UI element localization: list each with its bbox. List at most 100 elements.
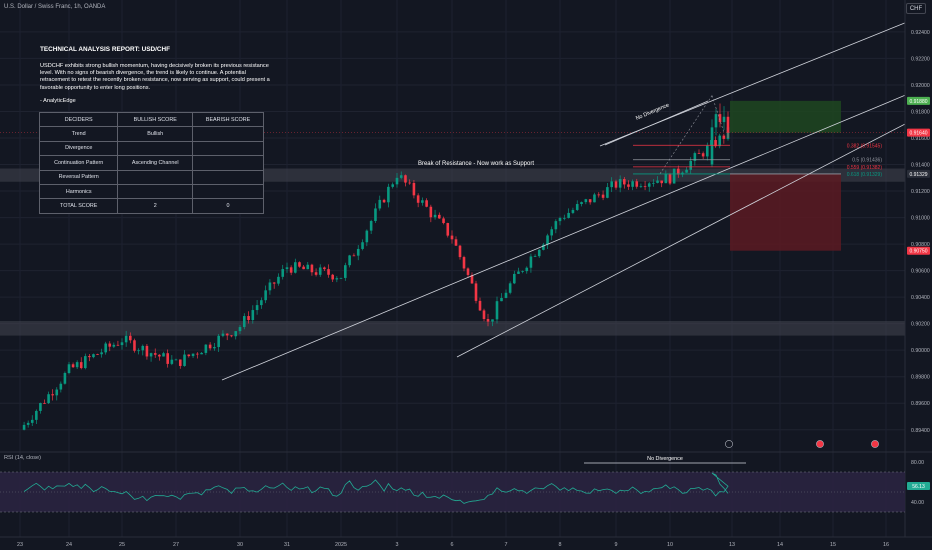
candle-body bbox=[264, 290, 267, 301]
candle-body bbox=[238, 327, 242, 332]
candle-body bbox=[412, 182, 416, 196]
currency-selector[interactable]: CHF bbox=[906, 3, 926, 14]
price-tag-label: 0.91880 bbox=[909, 99, 927, 105]
candle-body bbox=[610, 181, 613, 188]
candle-body bbox=[710, 127, 714, 165]
candle-body bbox=[112, 344, 116, 347]
price-tick-label: 0.90400 bbox=[911, 295, 930, 301]
fib-level-label: 0.618 (0.91329) bbox=[847, 172, 883, 178]
report-author: - AnalyticEdge bbox=[40, 97, 76, 104]
candle-body bbox=[482, 310, 486, 319]
table-cell bbox=[117, 140, 194, 157]
candle-body bbox=[260, 300, 263, 306]
price-tick-label: 0.91200 bbox=[911, 189, 930, 195]
table-header-cell: BULLISH SCORE bbox=[117, 111, 194, 128]
candle-body bbox=[631, 181, 634, 187]
candle-body bbox=[116, 344, 120, 346]
time-tick-label: 27 bbox=[173, 542, 179, 548]
table-cell: Continuation Pattern bbox=[38, 155, 119, 171]
candle-body bbox=[71, 364, 75, 368]
candle-body bbox=[546, 235, 549, 245]
candle-body bbox=[268, 282, 272, 291]
price-tick-label: 0.89800 bbox=[911, 375, 930, 381]
price-tick-label: 0.92200 bbox=[911, 56, 930, 62]
candle-body bbox=[652, 182, 655, 184]
candle-body bbox=[178, 359, 182, 366]
price-tag bbox=[907, 128, 930, 137]
table-cell bbox=[117, 169, 194, 185]
table-cell bbox=[117, 183, 194, 200]
candle-body bbox=[575, 204, 579, 210]
candle-body bbox=[525, 267, 529, 272]
candle-body bbox=[601, 194, 605, 198]
price-tag-label: 0.91329 bbox=[909, 172, 927, 178]
table-cell: Reversal Pattern bbox=[38, 169, 119, 185]
event-icon bbox=[871, 440, 879, 448]
candle-body bbox=[425, 200, 428, 207]
candle-body bbox=[647, 183, 651, 187]
time-tick-label: 15 bbox=[830, 542, 836, 548]
candle-body bbox=[513, 273, 516, 284]
candle-body bbox=[196, 353, 199, 355]
candle-body bbox=[689, 160, 693, 170]
table-header-row: DECIDERS BULLISH SCORE BEARISH SCORE bbox=[38, 111, 264, 128]
candle-body bbox=[606, 187, 609, 198]
candle-body bbox=[462, 257, 466, 269]
candle-body bbox=[697, 153, 701, 154]
candle-body bbox=[571, 209, 575, 213]
report-title: TECHNICAL ANALYSIS REPORT: USD/CHF bbox=[40, 46, 171, 53]
time-tick-label: 25 bbox=[119, 542, 125, 548]
candle-body bbox=[158, 354, 161, 357]
candle-body bbox=[129, 335, 132, 341]
candle-body bbox=[660, 180, 663, 184]
candle-body bbox=[374, 208, 377, 222]
candle-body bbox=[382, 199, 386, 203]
candle-body bbox=[588, 199, 592, 203]
candle-body bbox=[22, 424, 26, 430]
candle-body bbox=[298, 262, 301, 267]
table-cell: 0 bbox=[192, 198, 264, 214]
price-tick-label: 0.91600 bbox=[911, 136, 930, 142]
time-tick-label: 3 bbox=[396, 542, 399, 548]
candle-body bbox=[438, 214, 441, 219]
candle-body bbox=[693, 153, 697, 161]
symbol-title: U.S. Dollar / Swiss Franc, 1h, OANDA bbox=[4, 4, 106, 10]
price-tick-label: 0.91800 bbox=[911, 109, 930, 115]
time-tick-label: 2025 bbox=[335, 542, 347, 548]
price-tick-label: 0.90800 bbox=[911, 242, 930, 248]
candle-body bbox=[668, 173, 672, 184]
candle-body bbox=[508, 283, 512, 293]
candle-body bbox=[521, 271, 524, 272]
candle-body bbox=[302, 266, 305, 270]
candle-body bbox=[137, 350, 140, 352]
candle-body bbox=[404, 175, 407, 183]
table-cell: Harmonics bbox=[38, 183, 119, 200]
candle-body bbox=[454, 239, 458, 246]
fib-level-label: 0.559 (0.91382) bbox=[847, 165, 883, 171]
table-row: Continuation Pattern Ascending Channel bbox=[38, 155, 264, 171]
price-axis bbox=[905, 0, 932, 550]
candle-body bbox=[149, 353, 153, 357]
candle-body bbox=[281, 269, 285, 277]
take-profit-zone bbox=[730, 100, 841, 133]
candle-body bbox=[26, 422, 30, 425]
candle-body bbox=[277, 276, 280, 284]
candle-body bbox=[474, 283, 478, 301]
price-tick-label: 0.90600 bbox=[911, 269, 930, 275]
table-cell bbox=[192, 140, 264, 157]
table-header-cell: BEARISH SCORE bbox=[192, 111, 264, 128]
candle-body bbox=[255, 305, 259, 311]
candle-body bbox=[550, 229, 553, 236]
candle-body bbox=[335, 278, 339, 280]
candle-body bbox=[597, 194, 601, 196]
price-tick-label: 0.90000 bbox=[911, 348, 930, 354]
candle-body bbox=[43, 403, 46, 404]
candle-body bbox=[285, 267, 289, 270]
candle-body bbox=[55, 389, 59, 396]
candle-body bbox=[242, 316, 246, 328]
table-cell: Divergence bbox=[38, 140, 119, 157]
candle-body bbox=[714, 139, 717, 147]
candle-body bbox=[495, 301, 499, 320]
score-table: DECIDERS BULLISH SCORE BEARISH SCORE Tre… bbox=[38, 111, 264, 214]
rsi-tick-label: 40.00 bbox=[911, 500, 924, 506]
